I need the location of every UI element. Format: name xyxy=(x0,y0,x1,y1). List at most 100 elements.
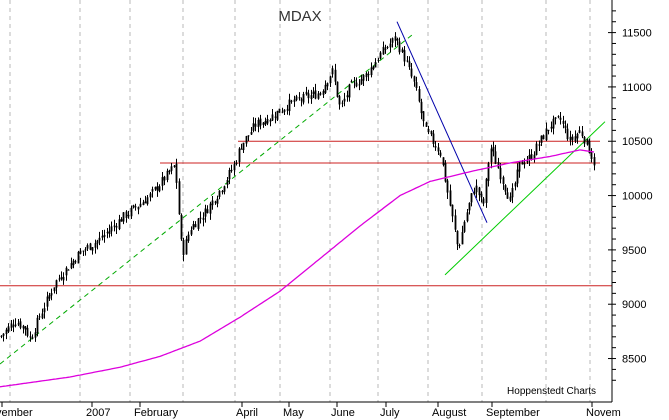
price-bar-body xyxy=(173,165,176,167)
price-bar-body xyxy=(586,139,589,145)
price-bar-body xyxy=(514,183,517,187)
trendline xyxy=(0,32,416,365)
price-bar-body xyxy=(482,198,485,204)
price-bar-body xyxy=(547,129,550,131)
price-bar-body xyxy=(36,317,39,334)
price-bar-body xyxy=(403,50,406,62)
price-bar-body xyxy=(168,170,171,172)
price-bar-body xyxy=(317,93,320,99)
y-tick-label: 9500 xyxy=(622,245,646,257)
price-bar-body xyxy=(209,203,212,214)
price-bar-body xyxy=(374,61,377,68)
price-bar-body xyxy=(53,287,56,292)
price-bar-body xyxy=(298,97,301,99)
price-bar-body xyxy=(214,201,217,203)
price-bar-body xyxy=(542,135,545,140)
price-bar-body xyxy=(446,180,449,193)
price-bar-body xyxy=(178,181,181,215)
price-bar-body xyxy=(125,211,128,218)
price-bar-body xyxy=(449,190,452,206)
price-bar-body xyxy=(480,193,483,198)
price-bar-body xyxy=(110,226,113,232)
price-bar-body xyxy=(120,219,123,222)
price-bar-body xyxy=(158,186,161,192)
price-bar-body xyxy=(300,99,303,101)
price-bar-body xyxy=(410,68,413,77)
price-bar-body xyxy=(516,169,519,184)
price-bar-body xyxy=(485,178,488,203)
price-bar-body xyxy=(96,240,99,244)
price-bar-body xyxy=(154,187,157,190)
price-bar-body xyxy=(240,148,243,150)
price-bar-body xyxy=(578,130,581,133)
price-bar-body xyxy=(415,82,418,88)
price-bar-body xyxy=(10,323,13,328)
price-bar-body xyxy=(370,67,373,76)
price-bar-body xyxy=(569,136,572,141)
price-bar-body xyxy=(72,260,75,266)
price-bar-body xyxy=(17,323,20,325)
price-bar-body xyxy=(278,108,281,113)
price-bar-body xyxy=(137,206,140,210)
price-bar-body xyxy=(170,166,173,171)
price-bar-body xyxy=(338,96,341,105)
price-bar-body xyxy=(166,170,169,181)
price-bars xyxy=(0,32,596,342)
price-bar-body xyxy=(540,135,543,144)
price-bar-body xyxy=(29,336,32,338)
price-bar-body xyxy=(254,123,257,127)
price-bar-body xyxy=(310,95,313,100)
price-bar-body xyxy=(470,193,473,203)
price-bar-body xyxy=(458,244,461,247)
price-bar-body xyxy=(478,187,481,196)
x-tick-label: Novem xyxy=(586,407,621,419)
price-bar-body xyxy=(175,163,178,183)
price-bar-body xyxy=(226,180,229,185)
price-bar-body xyxy=(362,74,365,81)
x-tick-label: February xyxy=(134,407,179,419)
x-tick-label: 2007 xyxy=(86,407,110,419)
price-bar-body xyxy=(266,118,269,124)
price-bar-body xyxy=(202,217,205,220)
price-bar-body xyxy=(242,142,245,151)
price-bar-body xyxy=(60,277,63,279)
y-tick-label: 8500 xyxy=(622,354,646,366)
price-bar-body xyxy=(319,93,322,95)
price-bar-body xyxy=(442,157,445,166)
price-bar-body xyxy=(518,161,521,172)
price-bar-body xyxy=(276,110,279,120)
price-bar-body xyxy=(48,294,51,299)
price-bar-body xyxy=(487,163,490,181)
price-bar-body xyxy=(394,36,397,41)
price-bar-body xyxy=(391,38,394,43)
price-bar-body xyxy=(180,214,183,240)
price-bar-body xyxy=(583,136,586,144)
price-bar-body xyxy=(365,73,368,78)
price-bar-body xyxy=(286,109,289,111)
price-bar-body xyxy=(552,118,555,129)
price-bar-body xyxy=(538,144,541,146)
price-bar-body xyxy=(346,95,349,98)
price-bar-body xyxy=(341,102,344,104)
price-bar-body xyxy=(142,202,145,206)
price-bar-body xyxy=(151,189,154,192)
vertical-grid xyxy=(9,0,591,402)
price-bar-body xyxy=(593,157,596,166)
price-bar-body xyxy=(139,203,142,207)
price-bar-body xyxy=(41,313,44,319)
price-bar-body xyxy=(34,332,37,338)
price-bar-body xyxy=(566,128,569,140)
price-bar-body xyxy=(185,239,188,255)
price-bar-body xyxy=(113,225,116,227)
price-bar-body xyxy=(499,167,502,180)
price-bar-body xyxy=(77,251,80,264)
price-bar-body xyxy=(406,60,409,62)
price-bar-body xyxy=(218,190,221,197)
price-bar-body xyxy=(233,164,236,171)
trendlines xyxy=(0,21,606,365)
price-bar-body xyxy=(545,128,548,141)
price-bar-body xyxy=(379,52,382,59)
price-bar-body xyxy=(187,234,190,241)
